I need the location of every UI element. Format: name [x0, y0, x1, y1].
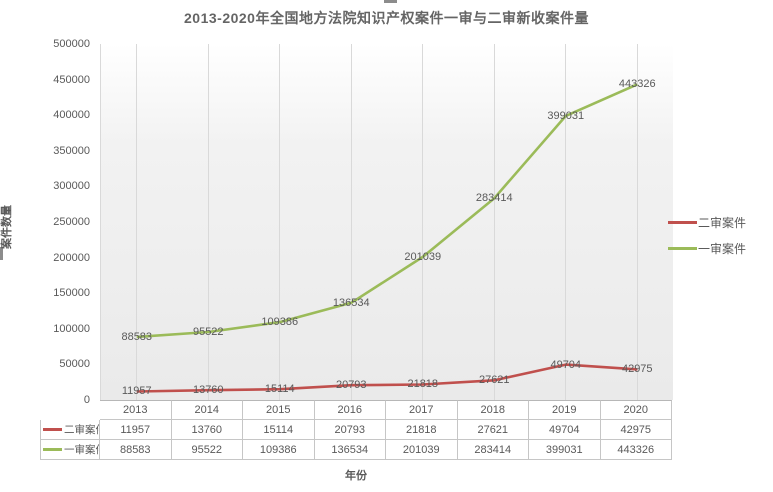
- table-row-header-二审案件: 二审案件: [40, 420, 100, 440]
- data-label-一审案件-2014: 95522: [192, 325, 224, 338]
- data-label-一审案件-2016: 136534: [332, 296, 370, 309]
- table-value-二审案件-2017: 21818: [386, 420, 458, 440]
- series-line-一审案件: [136, 83, 638, 339]
- x-axis-label-2015: 2015: [243, 400, 315, 420]
- y-axis-title: 案件数量: [1, 205, 13, 249]
- data-label-二审案件-2015: 15114: [264, 383, 295, 396]
- table-value-二审案件-2015: 15114: [243, 420, 315, 440]
- legend-swatch-icon: [668, 246, 697, 250]
- gridline-2019: [565, 44, 567, 400]
- gridline-2017: [422, 44, 424, 400]
- data-label-二审案件-2017: 21818: [407, 378, 439, 391]
- table-value-一审案件-2017: 201039: [386, 440, 458, 460]
- table-value-二审案件-2018: 27621: [457, 420, 529, 440]
- series-line-二审案件: [136, 363, 638, 393]
- table-value-一审案件-2013: 88583: [100, 440, 172, 460]
- y-axis-tick-label: 200000: [53, 251, 90, 264]
- table-value-二审案件-2013: 11957: [100, 420, 172, 440]
- legend-label: 一审案件: [698, 241, 747, 256]
- legend-item-一审案件[interactable]: 一审案件: [668, 235, 772, 261]
- x-axis-label-2016: 2016: [314, 400, 386, 420]
- table-value-一审案件-2015: 109386: [243, 440, 315, 460]
- data-label-一审案件-2020: 443326: [618, 78, 656, 91]
- x-axis-label-2017: 2017: [386, 400, 458, 420]
- gridline-2013: [136, 44, 138, 400]
- table-value-一审案件-2020: 443326: [600, 440, 672, 460]
- table-value-二审案件-2020: 42975: [600, 420, 672, 440]
- table-series-name: 二审案件: [64, 424, 99, 436]
- series-lines: [136, 83, 638, 393]
- chart-title: 2013-2020年全国地方法院知识产权案件一审与二审新收案件量: [184, 10, 589, 26]
- y-axis-tick-label: 400000: [53, 109, 90, 122]
- gridline-2020: [636, 44, 638, 400]
- gridline-2015: [279, 44, 281, 400]
- table-legend-swatch-icon: [43, 448, 62, 451]
- y-axis-tick-label: 250000: [53, 216, 90, 228]
- y-axis-tick-label: 100000: [53, 322, 90, 335]
- plot-area: 11957 13760 15114 20793 21818 27621 49704 42975…: [100, 44, 673, 400]
- table-corner-cell: [40, 400, 100, 420]
- data-label-二审案件-2019: 49704: [550, 358, 582, 371]
- y-axis-tick-label: 350000: [53, 144, 90, 157]
- x-axis-label-2013: 2013: [100, 400, 172, 420]
- y-axis-tick-label: 150000: [53, 287, 90, 300]
- chart-legend: 二审案件 一审案件: [668, 209, 772, 261]
- gridline-2018: [493, 44, 495, 400]
- table-legend-swatch-icon: [43, 428, 62, 431]
- y-axis-tick-label: 450000: [53, 73, 90, 86]
- gridline-2014: [207, 44, 209, 400]
- y-axis-tick-label: 0: [83, 394, 90, 406]
- y-axis-tick-label: 300000: [53, 180, 90, 193]
- data-label-一审案件-2017: 201039: [404, 250, 442, 263]
- data-label-二审案件-2016: 20793: [335, 379, 367, 392]
- y-axis-tick-label: 50000: [59, 358, 90, 371]
- x-axis-title: 年份: [345, 470, 367, 482]
- table-value-二审案件-2019: 49704: [529, 420, 601, 440]
- x-axis-label-2018: 2018: [457, 400, 529, 420]
- data-label-二审案件-2013: 11957: [121, 385, 152, 398]
- gridline-2016: [350, 44, 352, 400]
- y-axis-tick-label: 500000: [53, 38, 90, 50]
- table-value-一审案件-2018: 283414: [457, 440, 529, 460]
- x-axis-label-2014: 2014: [171, 400, 243, 420]
- legend-label: 二审案件: [698, 215, 747, 230]
- data-label-一审案件-2015: 109386: [261, 316, 299, 329]
- x-axis-label-2020: 2020: [600, 400, 672, 420]
- data-label-二审案件-2020: 42975: [621, 363, 653, 376]
- data-label-一审案件-2013: 88583: [121, 330, 153, 343]
- legend-swatch-icon: [668, 220, 697, 224]
- data-label-一审案件-2018: 283414: [475, 192, 513, 205]
- table-value-一审案件-2014: 95522: [171, 440, 243, 460]
- data-label-二审案件-2014: 13760: [192, 384, 224, 397]
- table-value-二审案件-2016: 20793: [314, 420, 386, 440]
- legend-item-二审案件[interactable]: 二审案件: [668, 209, 772, 235]
- data-label-二审案件-2018: 27621: [478, 374, 510, 387]
- data-label-一审案件-2019: 399031: [547, 109, 585, 122]
- table-series-name: 一审案件: [64, 444, 99, 456]
- x-axis-label-2019: 2019: [529, 400, 601, 420]
- table-value-二审案件-2014: 13760: [171, 420, 243, 440]
- chart-resize-handle-left[interactable]: [0, 247, 3, 260]
- chart-resize-handle-top[interactable]: [384, 0, 397, 3]
- table-value-一审案件-2016: 136534: [314, 440, 386, 460]
- table-value-一审案件-2019: 399031: [529, 440, 601, 460]
- table-row-header-一审案件: 一审案件: [40, 440, 100, 460]
